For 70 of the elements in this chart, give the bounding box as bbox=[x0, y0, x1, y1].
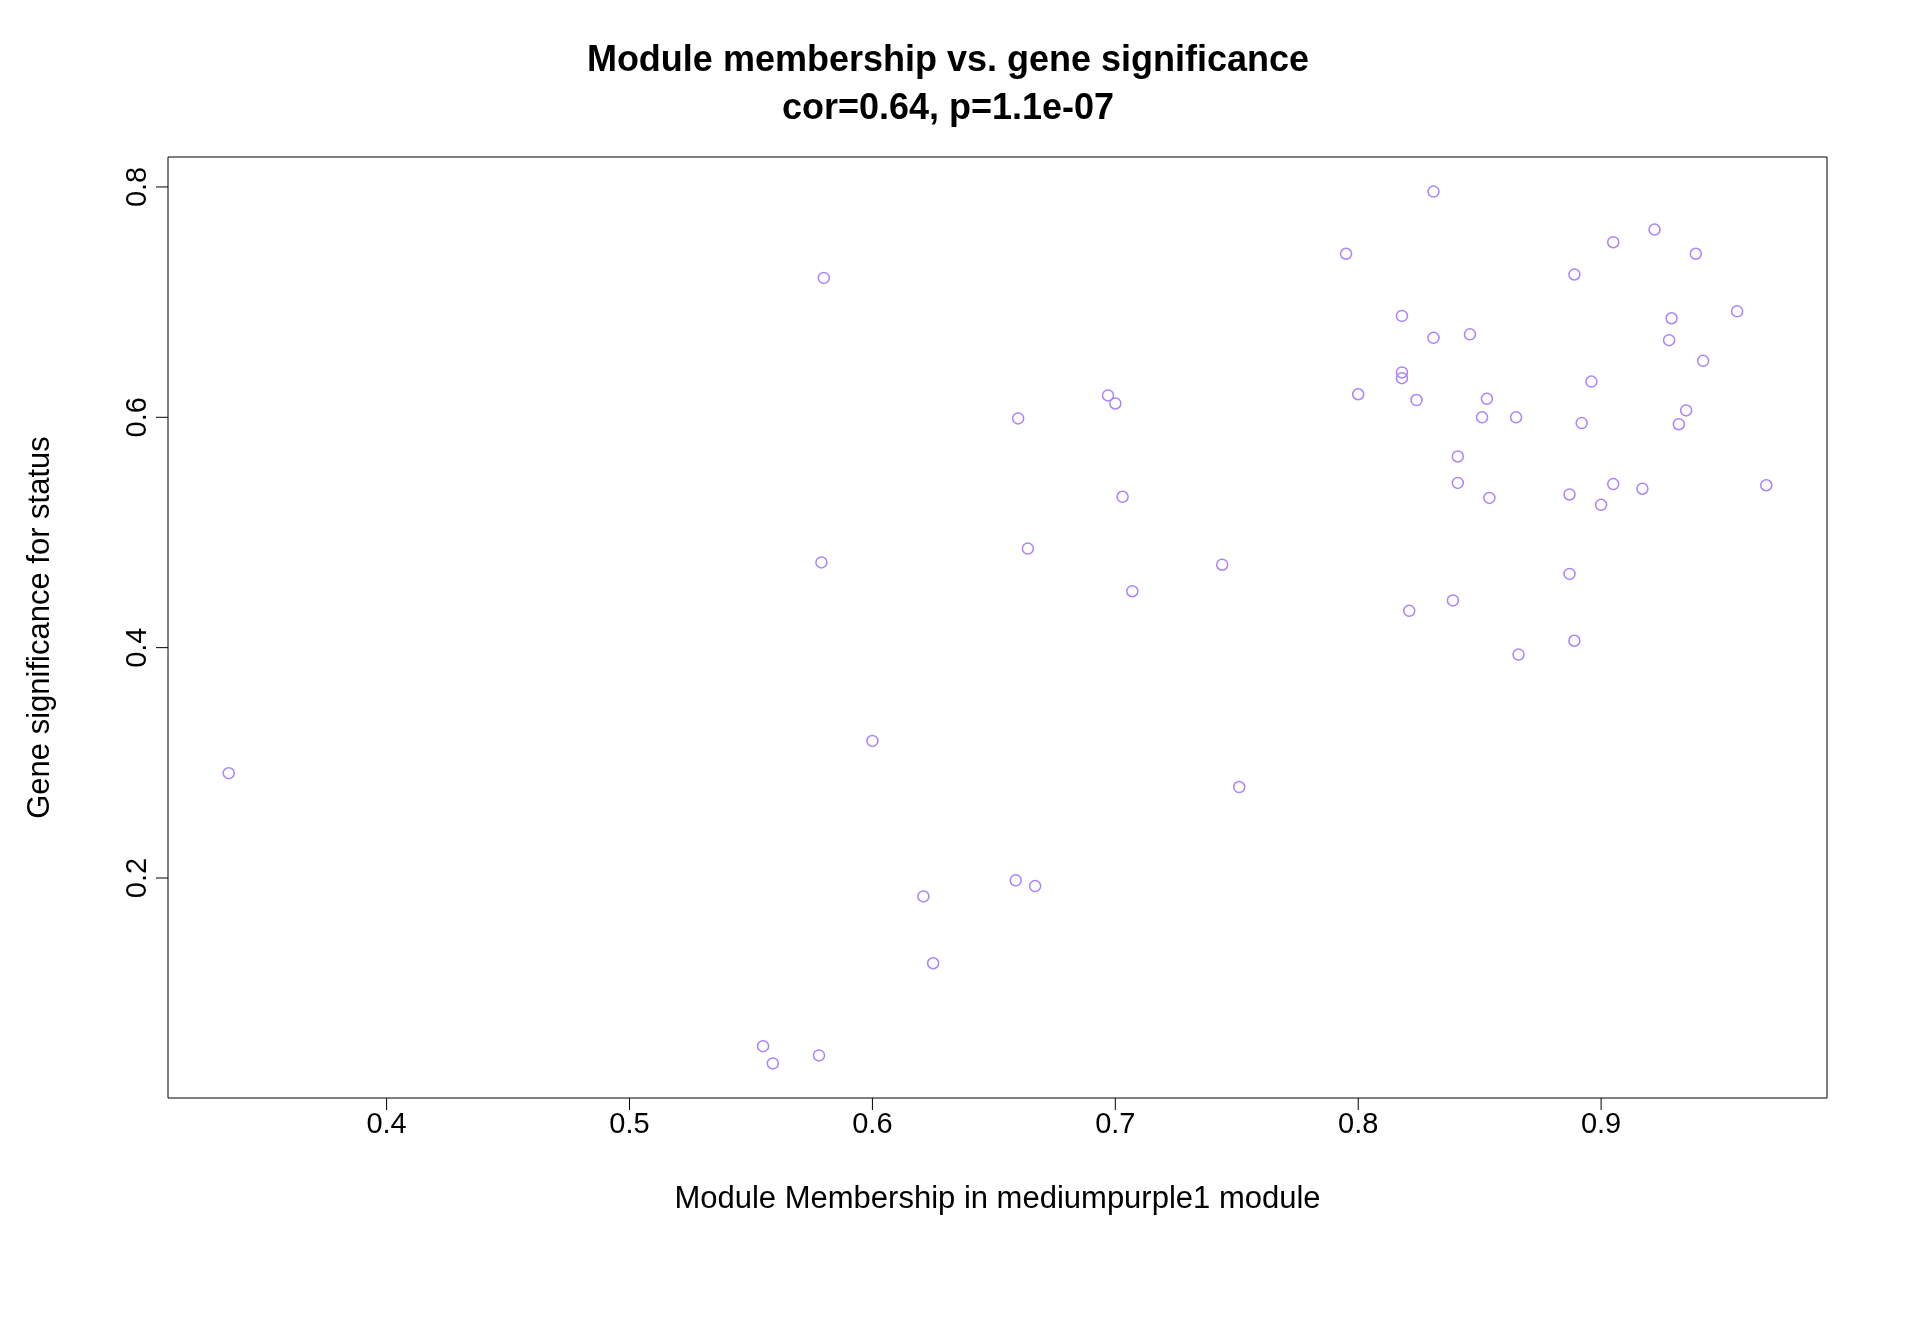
point bbox=[1339, 247, 1353, 260]
chart-title: Module membership vs. gene significance bbox=[585, 38, 1311, 80]
point bbox=[1402, 604, 1416, 618]
point bbox=[1575, 416, 1588, 430]
point bbox=[817, 271, 831, 285]
point bbox=[1116, 490, 1129, 504]
point bbox=[1009, 874, 1022, 887]
point bbox=[1126, 584, 1139, 598]
point bbox=[1607, 235, 1620, 249]
point bbox=[1427, 331, 1440, 345]
y-tick-label: 0.6 bbox=[120, 397, 152, 438]
point bbox=[1451, 450, 1465, 463]
point bbox=[1696, 354, 1710, 368]
point bbox=[222, 766, 235, 780]
point bbox=[1665, 312, 1678, 325]
y-axis-title: Gene significance for status bbox=[21, 436, 57, 819]
point bbox=[1021, 542, 1035, 555]
point bbox=[1475, 411, 1489, 424]
point bbox=[1232, 780, 1246, 794]
x-tick-label: 0.8 bbox=[1338, 1106, 1379, 1139]
point bbox=[1636, 482, 1649, 495]
point bbox=[1509, 411, 1523, 424]
point bbox=[756, 1039, 770, 1053]
point bbox=[1568, 268, 1581, 281]
point bbox=[1028, 879, 1042, 893]
point bbox=[917, 890, 930, 903]
point bbox=[1568, 634, 1581, 647]
point bbox=[1648, 223, 1661, 236]
point bbox=[1662, 333, 1676, 347]
point bbox=[1395, 366, 1409, 379]
point bbox=[926, 956, 940, 970]
point bbox=[1585, 375, 1598, 388]
point bbox=[1563, 488, 1576, 501]
y-tick-label: 0.2 bbox=[120, 857, 152, 899]
point bbox=[1215, 558, 1229, 571]
x-tick-label: 0.7 bbox=[1095, 1106, 1136, 1139]
y-tick-label: 0.8 bbox=[120, 166, 152, 208]
point bbox=[766, 1057, 780, 1070]
y-tick-label: 0.4 bbox=[120, 627, 152, 668]
point bbox=[1451, 476, 1465, 490]
point bbox=[1011, 412, 1025, 425]
point bbox=[815, 556, 828, 569]
point bbox=[1730, 305, 1744, 318]
x-tick-label: 0.9 bbox=[1580, 1106, 1622, 1139]
point bbox=[1427, 185, 1440, 198]
point bbox=[1109, 397, 1122, 410]
point bbox=[812, 1049, 826, 1062]
chart-subtitle: cor=0.64, p=1.1e-07 bbox=[780, 86, 1116, 128]
point bbox=[1512, 648, 1525, 661]
point bbox=[1480, 392, 1494, 406]
x-axis-title: Module Membership in mediumpurple1 module bbox=[674, 1180, 1321, 1215]
point bbox=[1351, 388, 1365, 401]
point bbox=[1101, 389, 1115, 402]
point bbox=[1672, 417, 1686, 431]
point bbox=[1395, 371, 1409, 385]
point bbox=[1563, 567, 1576, 581]
point bbox=[866, 734, 879, 748]
point bbox=[1607, 477, 1620, 491]
point bbox=[1395, 309, 1409, 323]
point bbox=[1463, 328, 1477, 341]
point bbox=[1760, 479, 1773, 492]
point bbox=[1679, 404, 1693, 417]
x-tick-label: 0.6 bbox=[852, 1106, 893, 1139]
point bbox=[1410, 393, 1423, 407]
x-tick-label: 0.4 bbox=[366, 1106, 407, 1139]
point bbox=[1594, 498, 1608, 512]
x-tick-label: 0.5 bbox=[609, 1106, 650, 1139]
point bbox=[1689, 247, 1703, 260]
point bbox=[1483, 491, 1496, 505]
point bbox=[1446, 594, 1460, 607]
